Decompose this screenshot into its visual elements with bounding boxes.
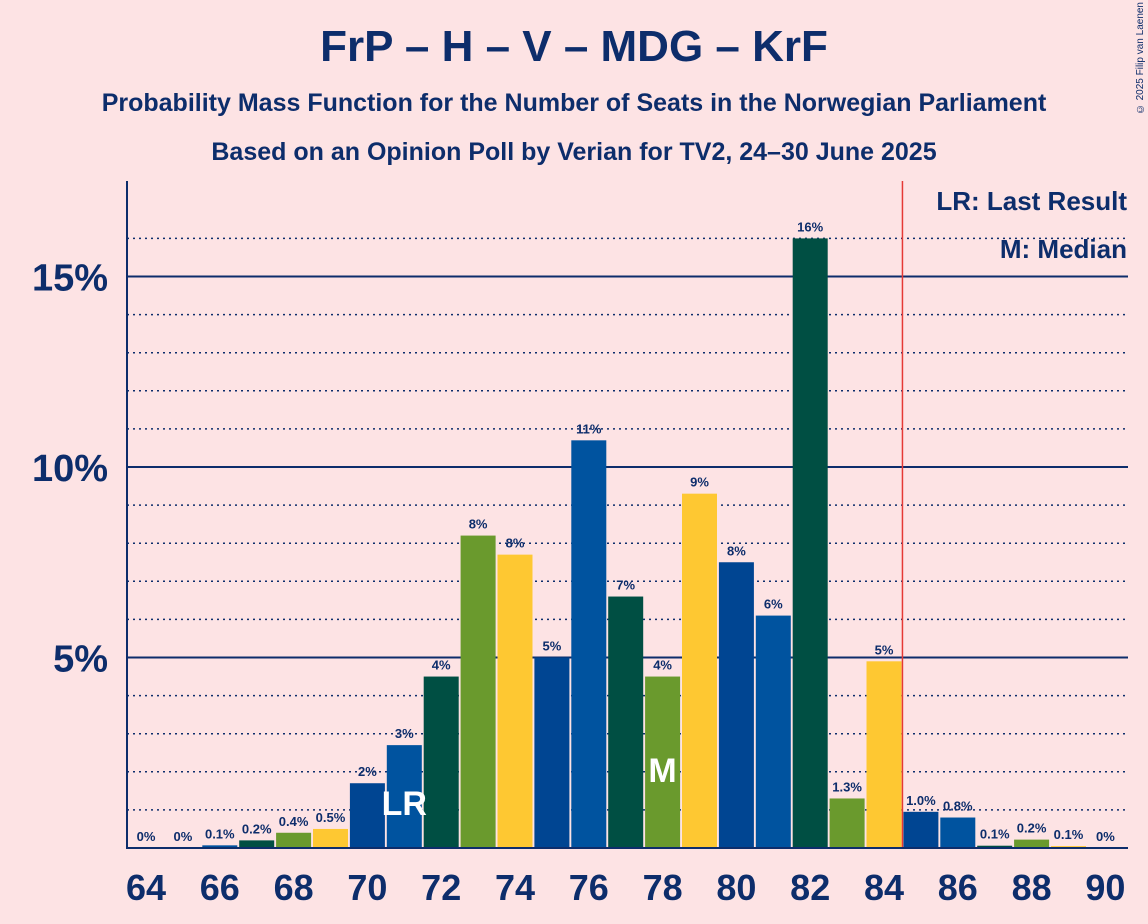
bar [239, 840, 275, 848]
bar-value-label: 0.4% [279, 814, 309, 829]
x-tick-label: 64 [126, 867, 166, 908]
bar [386, 745, 422, 848]
bar-value-label: 4% [432, 658, 451, 673]
median-marker: M [648, 752, 676, 790]
bar-value-label: 3% [395, 726, 414, 741]
x-tick-label: 70 [347, 867, 387, 908]
bar [313, 828, 348, 848]
bar [423, 676, 459, 848]
x-tick-label: 66 [200, 867, 240, 908]
bar-value-label: 0.2% [242, 821, 272, 836]
bar-value-label: 7% [616, 578, 635, 593]
x-tick-label: 74 [495, 867, 535, 908]
x-tick-label: 76 [569, 867, 609, 908]
x-tick-label: 68 [274, 867, 314, 908]
bar-value-label: 8% [727, 543, 746, 558]
bar [571, 440, 607, 848]
bar-value-label: 2% [358, 764, 377, 779]
chart-title: FrP – H – V – MDG – KrF [320, 22, 828, 71]
bar-value-label: 9% [690, 475, 709, 490]
bar-value-label: 1.0% [906, 793, 936, 808]
x-tick-label: 80 [716, 867, 756, 908]
bar-value-label: 8% [506, 536, 525, 551]
bar-value-label: 11% [576, 421, 602, 436]
bar-value-label: 1.3% [832, 779, 862, 794]
value-labels: 0% 0% 0.1% 0.2% 0.4% 0.5% 2% 3% 4% 8% 8% 5% 11% 7% 4% 9… [137, 219, 1116, 844]
y-tick-label: 15% [32, 258, 108, 300]
y-tick-label: 5% [53, 639, 108, 681]
bar [645, 676, 681, 848]
x-tick-label: 78 [643, 867, 683, 908]
bar [276, 832, 312, 848]
bar [1014, 839, 1050, 848]
bar [977, 845, 1013, 848]
bar [202, 845, 238, 848]
bar [608, 596, 644, 848]
bar-value-label: 0.1% [205, 826, 235, 841]
bar [903, 811, 939, 848]
x-tick-label: 84 [864, 867, 904, 908]
bar [792, 238, 828, 848]
bar [349, 783, 385, 848]
bar [534, 657, 570, 848]
bar-value-label: 4% [653, 658, 672, 673]
chart-subtitle-source: Based on an Opinion Poll by Verian for T… [211, 138, 937, 166]
bar-value-label: 8% [469, 517, 488, 532]
bar-value-label: 0% [1096, 829, 1115, 844]
bar-value-label: 0.1% [980, 827, 1010, 842]
bar [460, 535, 496, 848]
legend: LR: Last Result M: Median [936, 186, 1127, 264]
bars [202, 238, 1086, 848]
x-tick-label: 88 [1012, 867, 1052, 908]
bar [940, 817, 976, 848]
bar [718, 562, 754, 848]
bar [866, 661, 902, 848]
bar-value-label: 5% [875, 642, 894, 657]
x-tick-label: 86 [938, 867, 978, 908]
bar [755, 615, 791, 848]
bar-value-label: 6% [764, 597, 783, 612]
x-tick-label: 82 [790, 867, 830, 908]
x-tick-label: 72 [421, 867, 461, 908]
bar-value-label: 0.1% [1054, 827, 1084, 842]
legend-median: M: Median [1000, 234, 1127, 264]
legend-last-result: LR: Last Result [936, 186, 1127, 216]
bar-value-label: 0.8% [943, 799, 973, 814]
bar [497, 554, 533, 848]
bar-value-label: 0% [174, 829, 193, 844]
axes: 5% 10% 15% 64 66 68 70 72 74 76 78 80 82 84 86 88 90 [32, 181, 1128, 908]
x-tick-label: 90 [1085, 867, 1125, 908]
y-tick-label: 10% [32, 448, 108, 490]
last-result-marker: LR [382, 785, 427, 823]
bar-value-label: 5% [543, 639, 562, 654]
bar [829, 798, 865, 848]
bar-value-label: 0.5% [316, 810, 346, 825]
bar-value-label: 16% [797, 219, 823, 234]
bar-value-label: 0% [137, 829, 156, 844]
chart-subtitle: Probability Mass Function for the Number… [101, 89, 1047, 117]
bar-value-label: 0.2% [1017, 821, 1047, 836]
bar [682, 493, 717, 848]
